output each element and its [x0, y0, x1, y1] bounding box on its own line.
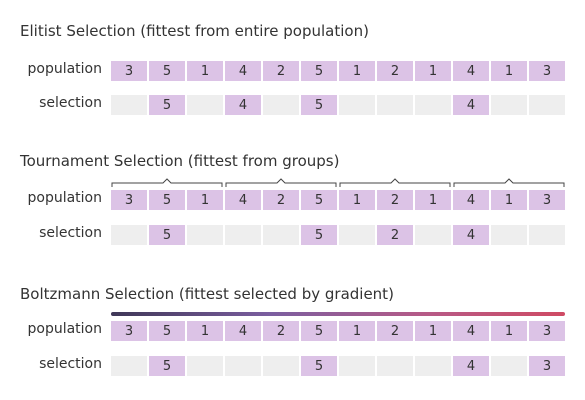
- population-cell: 4: [225, 61, 261, 81]
- selection-cell: 3: [529, 356, 565, 376]
- population-cell: 4: [453, 61, 489, 81]
- selection-cell: [339, 356, 375, 376]
- boltzmann-gradient-bar: [111, 312, 565, 316]
- selection-cell: 4: [453, 356, 489, 376]
- population-cell: 2: [263, 321, 299, 341]
- elitist-selection-row: 5 4 5 4: [111, 95, 565, 115]
- population-cell: 1: [187, 61, 223, 81]
- selection-cell: 5: [149, 225, 185, 245]
- selection-cell: [187, 225, 223, 245]
- selection-cell: [263, 95, 299, 115]
- population-cell: 3: [111, 321, 147, 341]
- selection-cell: [529, 95, 565, 115]
- population-cell: 2: [263, 61, 299, 81]
- selection-cell: [187, 95, 223, 115]
- population-cell: 5: [149, 190, 185, 210]
- selection-cell: 4: [225, 95, 261, 115]
- boltzmann-selection-row: 5 5 4 3: [111, 356, 565, 376]
- selection-cell: [339, 95, 375, 115]
- selection-cell: [415, 225, 451, 245]
- population-cell: 3: [529, 190, 565, 210]
- selection-cell: [111, 225, 147, 245]
- population-cell: 1: [187, 321, 223, 341]
- selection-cell: [491, 225, 527, 245]
- population-cell: 5: [149, 61, 185, 81]
- boltzmann-title: Boltzmann Selection (fittest selected by…: [20, 285, 394, 303]
- selection-cell: 5: [301, 95, 337, 115]
- population-cell: 2: [377, 321, 413, 341]
- population-cell: 2: [263, 190, 299, 210]
- selection-cell: [111, 95, 147, 115]
- population-cell: 1: [491, 190, 527, 210]
- population-cell: 2: [377, 190, 413, 210]
- selection-cell: [225, 356, 261, 376]
- population-cell: 3: [529, 61, 565, 81]
- population-cell: 4: [225, 190, 261, 210]
- selection-cell: 4: [453, 225, 489, 245]
- selection-cell: [491, 356, 527, 376]
- selection-cell: 2: [377, 225, 413, 245]
- selection-cell: 4: [453, 95, 489, 115]
- selection-cell: [529, 225, 565, 245]
- population-cell: 5: [301, 190, 337, 210]
- selection-cell: [491, 95, 527, 115]
- group-bracket: [339, 178, 451, 187]
- population-cell: 5: [301, 321, 337, 341]
- population-cell: 1: [415, 190, 451, 210]
- population-cell: 3: [111, 190, 147, 210]
- selection-cell: [415, 95, 451, 115]
- selection-cell: [263, 225, 299, 245]
- selection-cell: [339, 225, 375, 245]
- population-cell: 1: [491, 321, 527, 341]
- population-cell: 3: [111, 61, 147, 81]
- population-cell: 5: [149, 321, 185, 341]
- selection-cell: [187, 356, 223, 376]
- population-cell: 5: [301, 61, 337, 81]
- selection-cell: [225, 225, 261, 245]
- group-bracket: [111, 178, 223, 187]
- tournament-title: Tournament Selection (fittest from group…: [20, 152, 340, 170]
- population-cell: 4: [225, 321, 261, 341]
- selection-cell: [111, 356, 147, 376]
- boltzmann-population-label: population: [27, 321, 103, 337]
- population-cell: 1: [339, 321, 375, 341]
- selection-cell: [263, 356, 299, 376]
- population-cell: 1: [339, 61, 375, 81]
- population-cell: 1: [415, 61, 451, 81]
- elitist-selection-label: selection: [39, 95, 102, 111]
- boltzmann-selection-label: selection: [39, 356, 102, 372]
- tournament-selection-row: 5 5 2 4: [111, 225, 565, 245]
- tournament-selection-label: selection: [39, 225, 102, 241]
- elitist-population-label: population: [27, 61, 103, 77]
- population-cell: 1: [339, 190, 375, 210]
- tournament-group-brackets: [111, 178, 565, 187]
- selection-cell: 5: [149, 95, 185, 115]
- selection-cell: 5: [301, 356, 337, 376]
- group-bracket: [453, 178, 565, 187]
- population-cell: 4: [453, 321, 489, 341]
- population-cell: 4: [453, 190, 489, 210]
- tournament-population-label: population: [27, 190, 103, 206]
- selection-cell: [377, 356, 413, 376]
- population-cell: 1: [187, 190, 223, 210]
- selection-cell: 5: [149, 356, 185, 376]
- population-cell: 1: [491, 61, 527, 81]
- elitist-title: Elitist Selection (fittest from entire p…: [20, 22, 369, 40]
- selection-cell: [377, 95, 413, 115]
- selection-cell: 5: [301, 225, 337, 245]
- population-cell: 2: [377, 61, 413, 81]
- population-cell: 3: [529, 321, 565, 341]
- group-bracket: [225, 178, 337, 187]
- selection-cell: [415, 356, 451, 376]
- population-cell: 1: [415, 321, 451, 341]
